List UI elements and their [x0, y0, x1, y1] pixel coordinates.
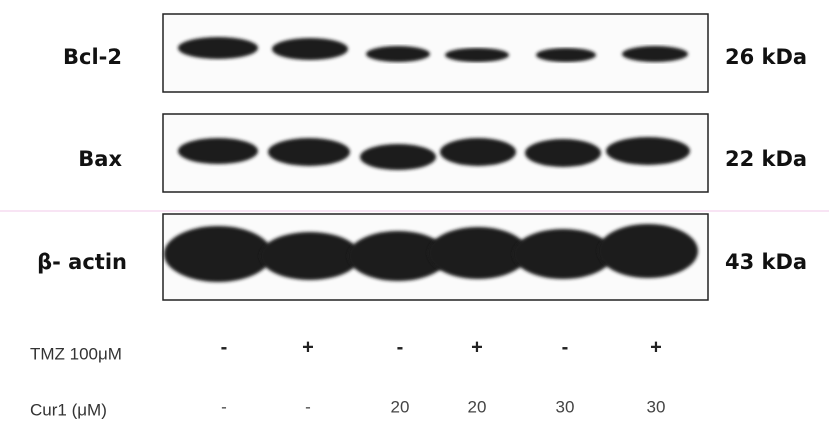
band	[525, 139, 601, 167]
band	[536, 48, 596, 62]
lane-label: -	[397, 336, 404, 358]
blot-label: Bax	[78, 147, 122, 171]
lane-label: +	[471, 336, 483, 358]
lane-label: -	[221, 397, 227, 416]
band	[178, 37, 258, 59]
band	[268, 138, 350, 166]
band	[260, 232, 360, 280]
band	[445, 48, 509, 62]
blot-size: 26 kDa	[725, 45, 807, 69]
band	[272, 38, 348, 60]
band	[622, 46, 688, 62]
blot-size: 43 kDa	[725, 250, 807, 274]
lane-label: +	[302, 336, 314, 358]
lane-label: -	[221, 336, 228, 358]
blot-label: β- actin	[37, 250, 127, 274]
treatment-label: Cur1 (μM)	[30, 400, 107, 419]
lane-label: -	[305, 397, 311, 416]
band	[440, 138, 516, 166]
lane-label: 20	[468, 397, 487, 416]
treatment-label: TMZ 100μM	[30, 344, 122, 363]
lane-labels: - + - + - + - - 20 20 30 30	[221, 336, 666, 416]
band	[428, 227, 528, 279]
lane-label: +	[650, 336, 662, 358]
lane-label: -	[562, 336, 569, 358]
blot-size: 22 kDa	[725, 147, 807, 171]
band	[606, 137, 690, 165]
lane-label: 20	[391, 397, 410, 416]
band	[164, 226, 272, 282]
figure: Bcl-2 Bax β- actin 26 kDa 22 kDa 43 kDa …	[0, 0, 829, 423]
band	[513, 229, 613, 279]
lane-label: 30	[647, 397, 666, 416]
lane-label: 30	[556, 397, 575, 416]
band	[598, 224, 698, 278]
band	[360, 144, 436, 170]
blot-label: Bcl-2	[63, 45, 122, 69]
band	[178, 138, 258, 164]
band	[366, 46, 430, 62]
